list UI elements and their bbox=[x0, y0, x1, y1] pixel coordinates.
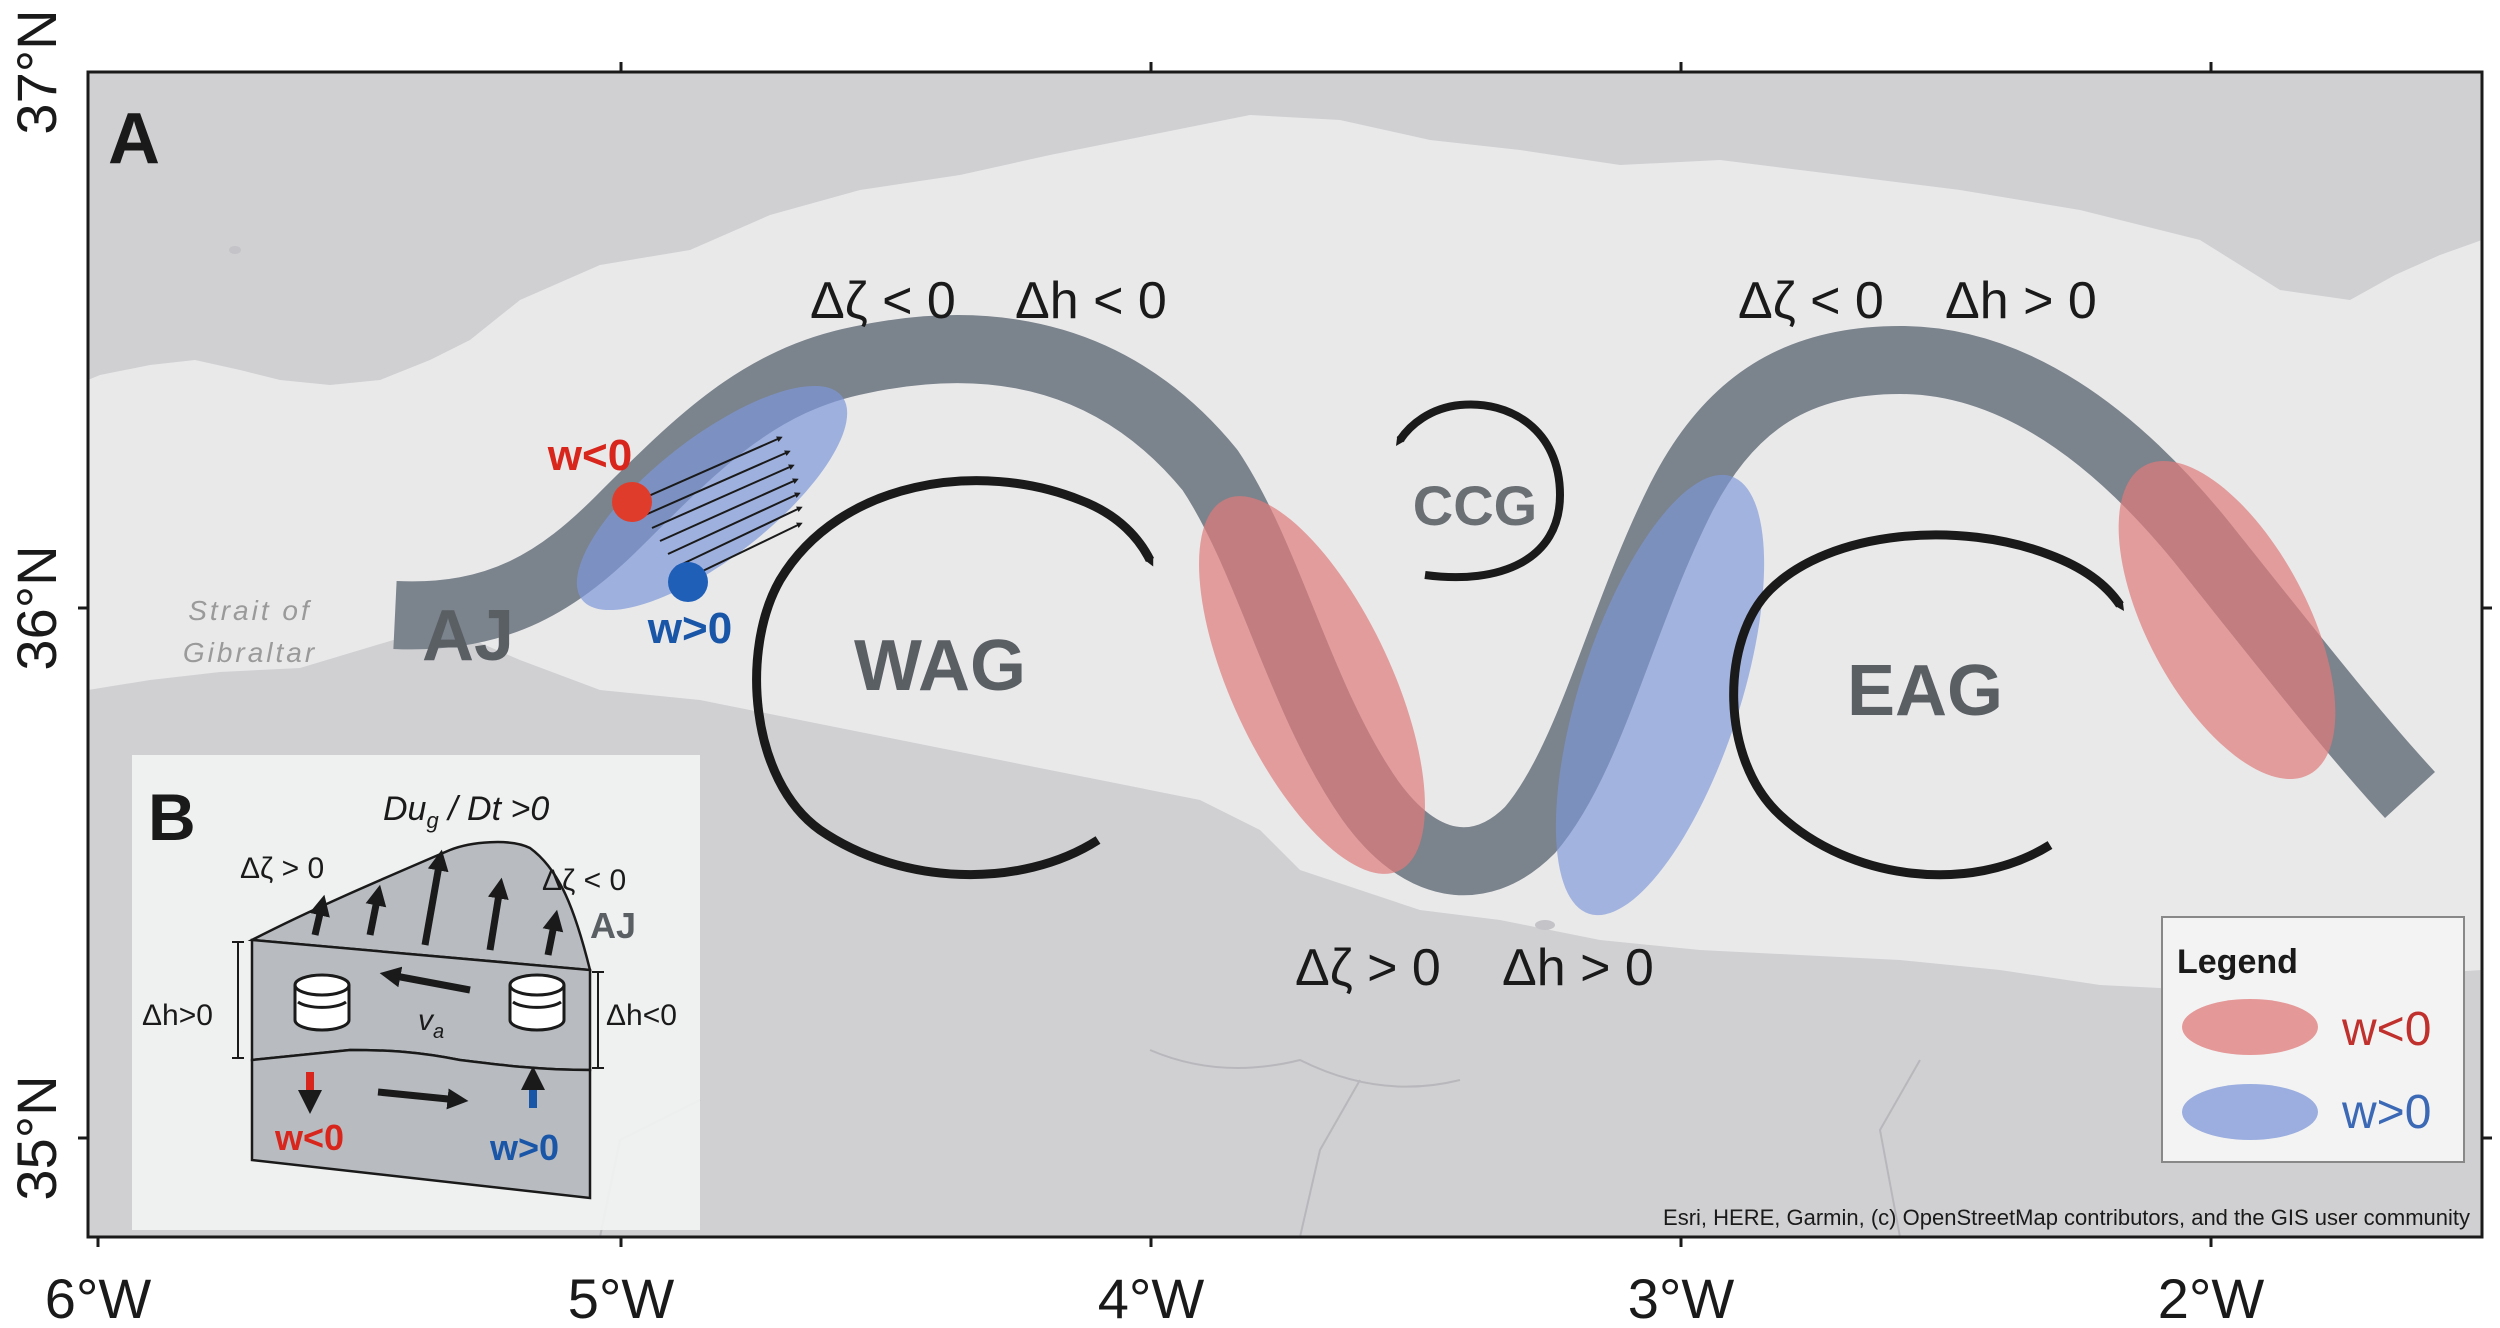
annotation-top-right-dh: Δh > 0 bbox=[1945, 272, 2097, 330]
panel-b-cylinder-left bbox=[293, 973, 351, 1032]
annotation-bottom: Δζ > 0 Δh > 0 bbox=[1295, 939, 1654, 997]
panel-b-va-sub: a bbox=[433, 1021, 444, 1043]
annotation-top-right: Δζ < 0 Δh > 0 bbox=[1738, 272, 2097, 330]
panel-b-bottom-flow-arrow bbox=[377, 1088, 469, 1110]
panel-b-va-label: va bbox=[418, 1004, 444, 1043]
panel-b-vort-right: Δζ < 0 bbox=[542, 864, 626, 897]
panel-b-dh-left: Δh>0 bbox=[142, 999, 213, 1032]
upwelling-ellipse-jet bbox=[576, 385, 848, 611]
panel-b-cylinder-right bbox=[508, 973, 566, 1032]
lat-label-36n: 36°N bbox=[5, 545, 68, 670]
panel-b-surface-arrows bbox=[309, 849, 564, 956]
legend-label-downwelling: w<0 bbox=[2341, 1003, 2431, 1056]
upwelling-ellipse-center bbox=[1555, 474, 1765, 916]
lon-label-4w: 4°W bbox=[1098, 1267, 1205, 1328]
panel-b-surface bbox=[247, 840, 592, 972]
island bbox=[1535, 920, 1555, 930]
annotation-top-right-vort: Δζ < 0 bbox=[1738, 272, 1884, 330]
panel-b-w-down: w<0 bbox=[274, 1117, 344, 1158]
legend-swatch-downwelling bbox=[2182, 999, 2318, 1055]
legend-swatch-upwelling bbox=[2182, 1084, 2318, 1140]
downwelling-point-label: w<0 bbox=[547, 431, 632, 480]
atlantic-jet-label: AJ bbox=[422, 596, 514, 676]
strait-label: Strait of Gibraltar bbox=[183, 595, 317, 668]
lon-label-6w: 6°W bbox=[45, 1267, 152, 1328]
annotation-top-left: Δζ < 0 Δh < 0 bbox=[810, 272, 1167, 330]
eag-label: EAG bbox=[1847, 651, 2003, 731]
panel-b-label: B bbox=[148, 780, 196, 854]
panel-b-title: Dug / Dt >0 bbox=[383, 790, 549, 833]
strait-label-line1: Strait of bbox=[188, 595, 312, 626]
lat-label-37n: 37°N bbox=[5, 9, 68, 134]
panel-b-aj-label: AJ bbox=[590, 905, 636, 946]
ccg-label: CCG bbox=[1413, 474, 1537, 537]
panel-a-label: A bbox=[108, 99, 160, 179]
panel-b-lower-layer bbox=[250, 1048, 592, 1200]
lon-label-5w: 5°W bbox=[568, 1267, 675, 1328]
wag-gyre-arrow bbox=[752, 476, 1155, 880]
annotation-top-left-dh: Δh < 0 bbox=[1015, 272, 1167, 330]
panel-b-vort-left: Δζ > 0 bbox=[240, 852, 324, 885]
latitude-labels: 37°N 36°N 35°N bbox=[5, 9, 68, 1200]
longitude-labels: 6°W 5°W 4°W 3°W 2°W bbox=[45, 1267, 2265, 1328]
annotation-bottom-vort: Δζ > 0 bbox=[1295, 939, 1441, 997]
panel-b-va-main: v bbox=[418, 1004, 435, 1037]
panel-b: B Dug / Dt >0 Δζ > 0 Δζ < 0 AJ bbox=[132, 755, 700, 1230]
border-lines bbox=[599, 1049, 1921, 1237]
legend-label-upwelling: w>0 bbox=[2341, 1086, 2431, 1139]
panel-b-dh-right: Δh<0 bbox=[606, 999, 677, 1032]
panel-b-w-up: w>0 bbox=[489, 1127, 559, 1168]
island bbox=[229, 246, 241, 254]
upwelling-point bbox=[668, 562, 708, 602]
land-north bbox=[88, 72, 2482, 385]
downwelling-ellipse-east bbox=[2118, 460, 2336, 780]
map-attribution: Esri, HERE, Garmin, (c) OpenStreetMap co… bbox=[1663, 1205, 2470, 1230]
panel-b-va-arrow bbox=[379, 966, 471, 994]
legend: Legend w<0 w>0 bbox=[2161, 916, 2465, 1163]
lon-label-3w: 3°W bbox=[1628, 1267, 1735, 1328]
panel-b-title-main: Du bbox=[383, 790, 427, 828]
legend-title: Legend bbox=[2177, 943, 2298, 981]
panel-b-title-rest: / Dt >0 bbox=[439, 790, 550, 828]
lon-label-2w: 2°W bbox=[2158, 1267, 2265, 1328]
panel-b-dh-brackets bbox=[232, 941, 604, 1069]
wag-label: WAG bbox=[854, 626, 1026, 706]
annotation-bottom-dh: Δh > 0 bbox=[1502, 939, 1654, 997]
downwelling-point bbox=[612, 482, 652, 522]
eag-gyre-arrow bbox=[1729, 530, 2124, 880]
strait-label-line2: Gibraltar bbox=[183, 637, 317, 668]
panel-b-title-sub: g bbox=[426, 808, 439, 833]
map-frame bbox=[86, 70, 2484, 1239]
annotation-top-left-vort: Δζ < 0 bbox=[810, 272, 956, 330]
axis-ticks bbox=[78, 62, 2492, 1247]
ccg-gyre-arrow bbox=[1396, 400, 1565, 582]
lat-label-35n: 35°N bbox=[5, 1075, 68, 1200]
upwelling-point-label: w>0 bbox=[647, 604, 732, 653]
downwelling-ellipse-west bbox=[1199, 496, 1425, 874]
